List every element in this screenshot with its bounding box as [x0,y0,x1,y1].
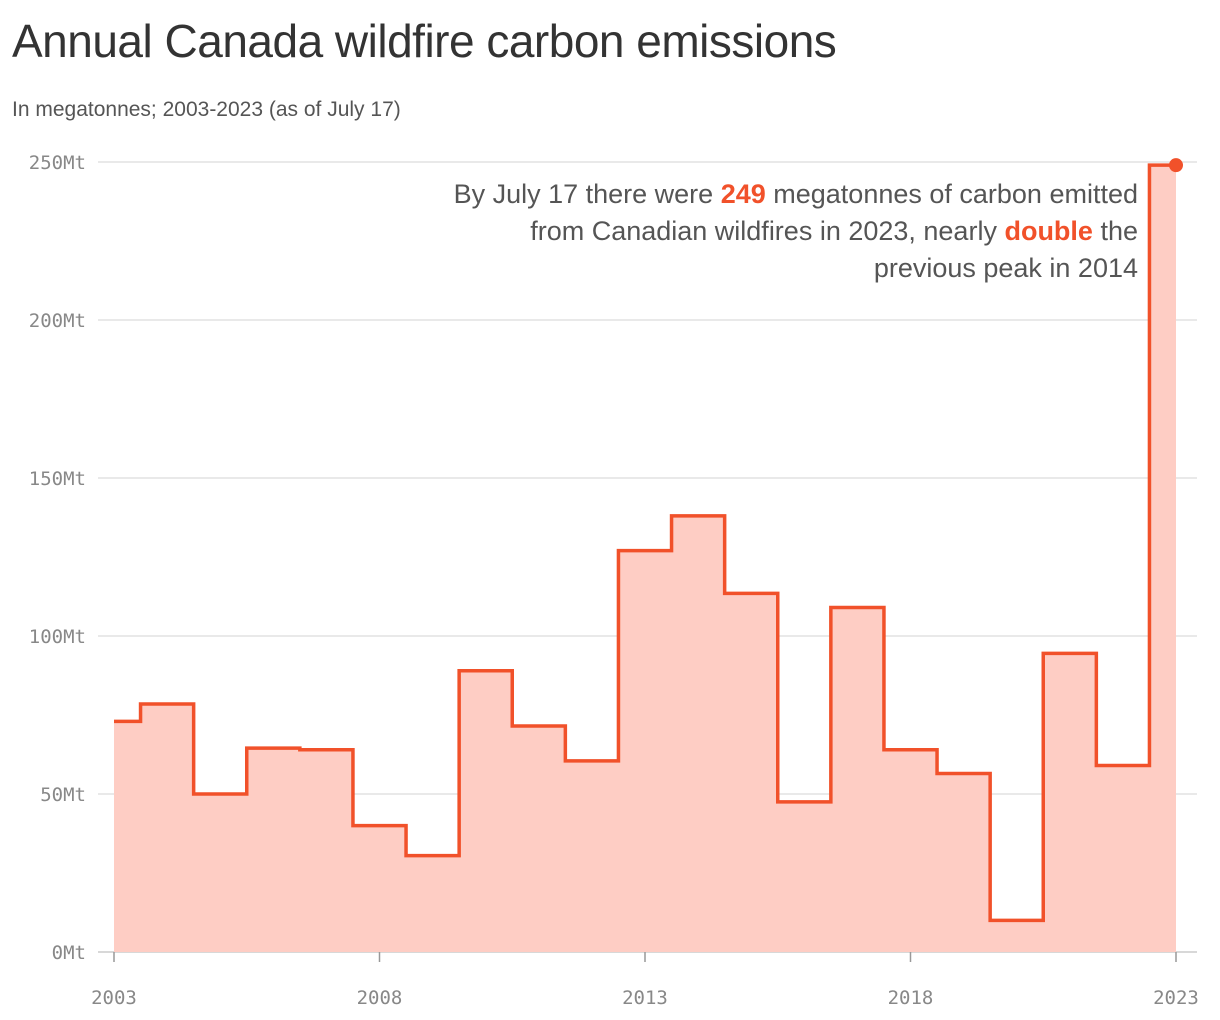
annotation-text-1: By July 17 there were [453,179,721,209]
x-tick-label: 2023 [1153,987,1199,1009]
annotation-highlight-double: double [1004,216,1093,246]
emissions-area [114,165,1176,952]
x-axis: 2003 2008 2013 2018 2023 [91,952,1199,1009]
x-tick-label: 2008 [357,987,403,1009]
y-tick-label: 0Mt [52,942,86,964]
emissions-step-line [114,163,1176,923]
y-tick-label: 200Mt [29,310,86,332]
y-tick-label: 50Mt [40,784,86,806]
chart-subtitle: In megatonnes; 2003-2023 (as of July 17) [12,98,401,121]
annotation-highlight-value: 249 [720,179,766,209]
y-tick-label: 250Mt [29,152,86,174]
chart-title: Annual Canada wildfire carbon emissions [12,15,837,67]
x-tick-label: 2003 [91,987,137,1009]
x-tick-label: 2018 [888,987,934,1009]
y-axis: 0Mt 50Mt 100Mt 150Mt 200Mt 250Mt [29,152,86,964]
latest-value-dot [1169,158,1183,173]
annotation-text-2: megatonnes of carbon emitted from Canadi… [530,179,1138,246]
annotation: By July 17 there were 249 megatonnes of … [438,176,1138,287]
x-tick-label: 2013 [622,987,668,1009]
y-tick-label: 150Mt [29,468,86,490]
annotation-text-3: the previous peak in 2014 [873,216,1138,283]
y-tick-label: 100Mt [29,626,86,648]
